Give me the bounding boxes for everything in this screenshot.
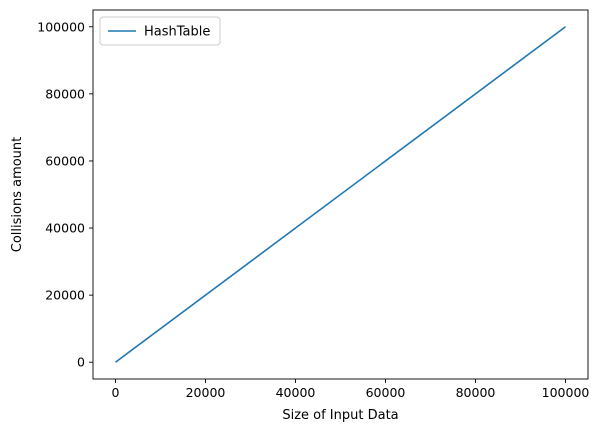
x-axis: 0 20000 40000 60000 80000 100000 [112,379,590,400]
x-tick-label: 80000 [456,385,496,400]
y-tick-label: 60000 [45,153,85,168]
legend-label: HashTable [144,25,210,40]
x-tick-label: 20000 [186,385,226,400]
x-tick-label: 0 [112,385,120,400]
series-lines [115,26,566,363]
y-tick-label: 0 [77,355,85,370]
y-tick-label: 40000 [45,221,85,236]
legend: HashTable [99,16,221,46]
y-tick-label: 20000 [45,288,85,303]
x-tick-label: 100000 [542,385,590,400]
legend-box [99,16,221,46]
x-tick-label: 40000 [276,385,316,400]
y-axis: 0 20000 40000 60000 80000 100000 [37,19,93,370]
x-axis-label: Size of Input Data [282,408,398,423]
x-tick-label: 60000 [366,385,406,400]
y-tick-label: 100000 [37,19,85,34]
series-line-hashtable [115,26,566,363]
y-tick-label: 80000 [45,86,85,101]
y-axis-label: Collisions amount [10,137,25,253]
